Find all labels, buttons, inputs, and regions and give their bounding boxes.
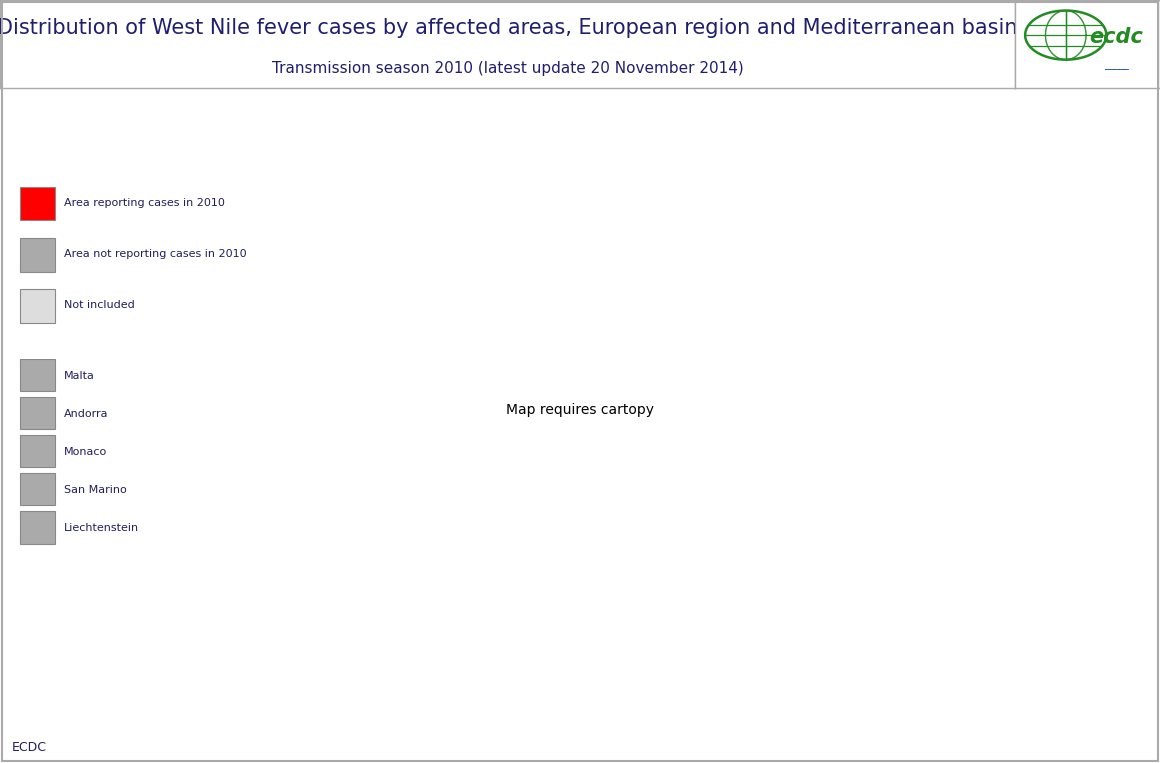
Bar	[20, 187, 55, 221]
Text: ─────: ─────	[1104, 64, 1129, 73]
Text: Distribution of West Nile fever cases by affected areas, European region and Med: Distribution of West Nile fever cases by…	[0, 18, 1017, 38]
Text: ECDC: ECDC	[12, 741, 46, 755]
Bar	[20, 473, 55, 505]
Bar	[20, 397, 55, 429]
Bar	[20, 238, 55, 272]
Bar	[20, 289, 55, 323]
Text: Map requires cartopy: Map requires cartopy	[506, 403, 654, 417]
Text: Liechtenstein: Liechtenstein	[64, 523, 139, 533]
Bar	[20, 359, 55, 391]
Text: Transmission season 2010 (latest update 20 November 2014): Transmission season 2010 (latest update …	[271, 61, 744, 76]
Text: Area not reporting cases in 2010: Area not reporting cases in 2010	[64, 249, 246, 259]
Bar	[20, 435, 55, 467]
Text: ecdc: ecdc	[1089, 27, 1144, 47]
Text: Not included: Not included	[64, 301, 135, 311]
Text: Area reporting cases in 2010: Area reporting cases in 2010	[64, 198, 225, 208]
Text: Monaco: Monaco	[64, 447, 107, 457]
Bar	[20, 511, 55, 543]
Text: Andorra: Andorra	[64, 409, 108, 419]
Text: San Marino: San Marino	[64, 485, 126, 495]
Text: Malta: Malta	[64, 371, 95, 381]
